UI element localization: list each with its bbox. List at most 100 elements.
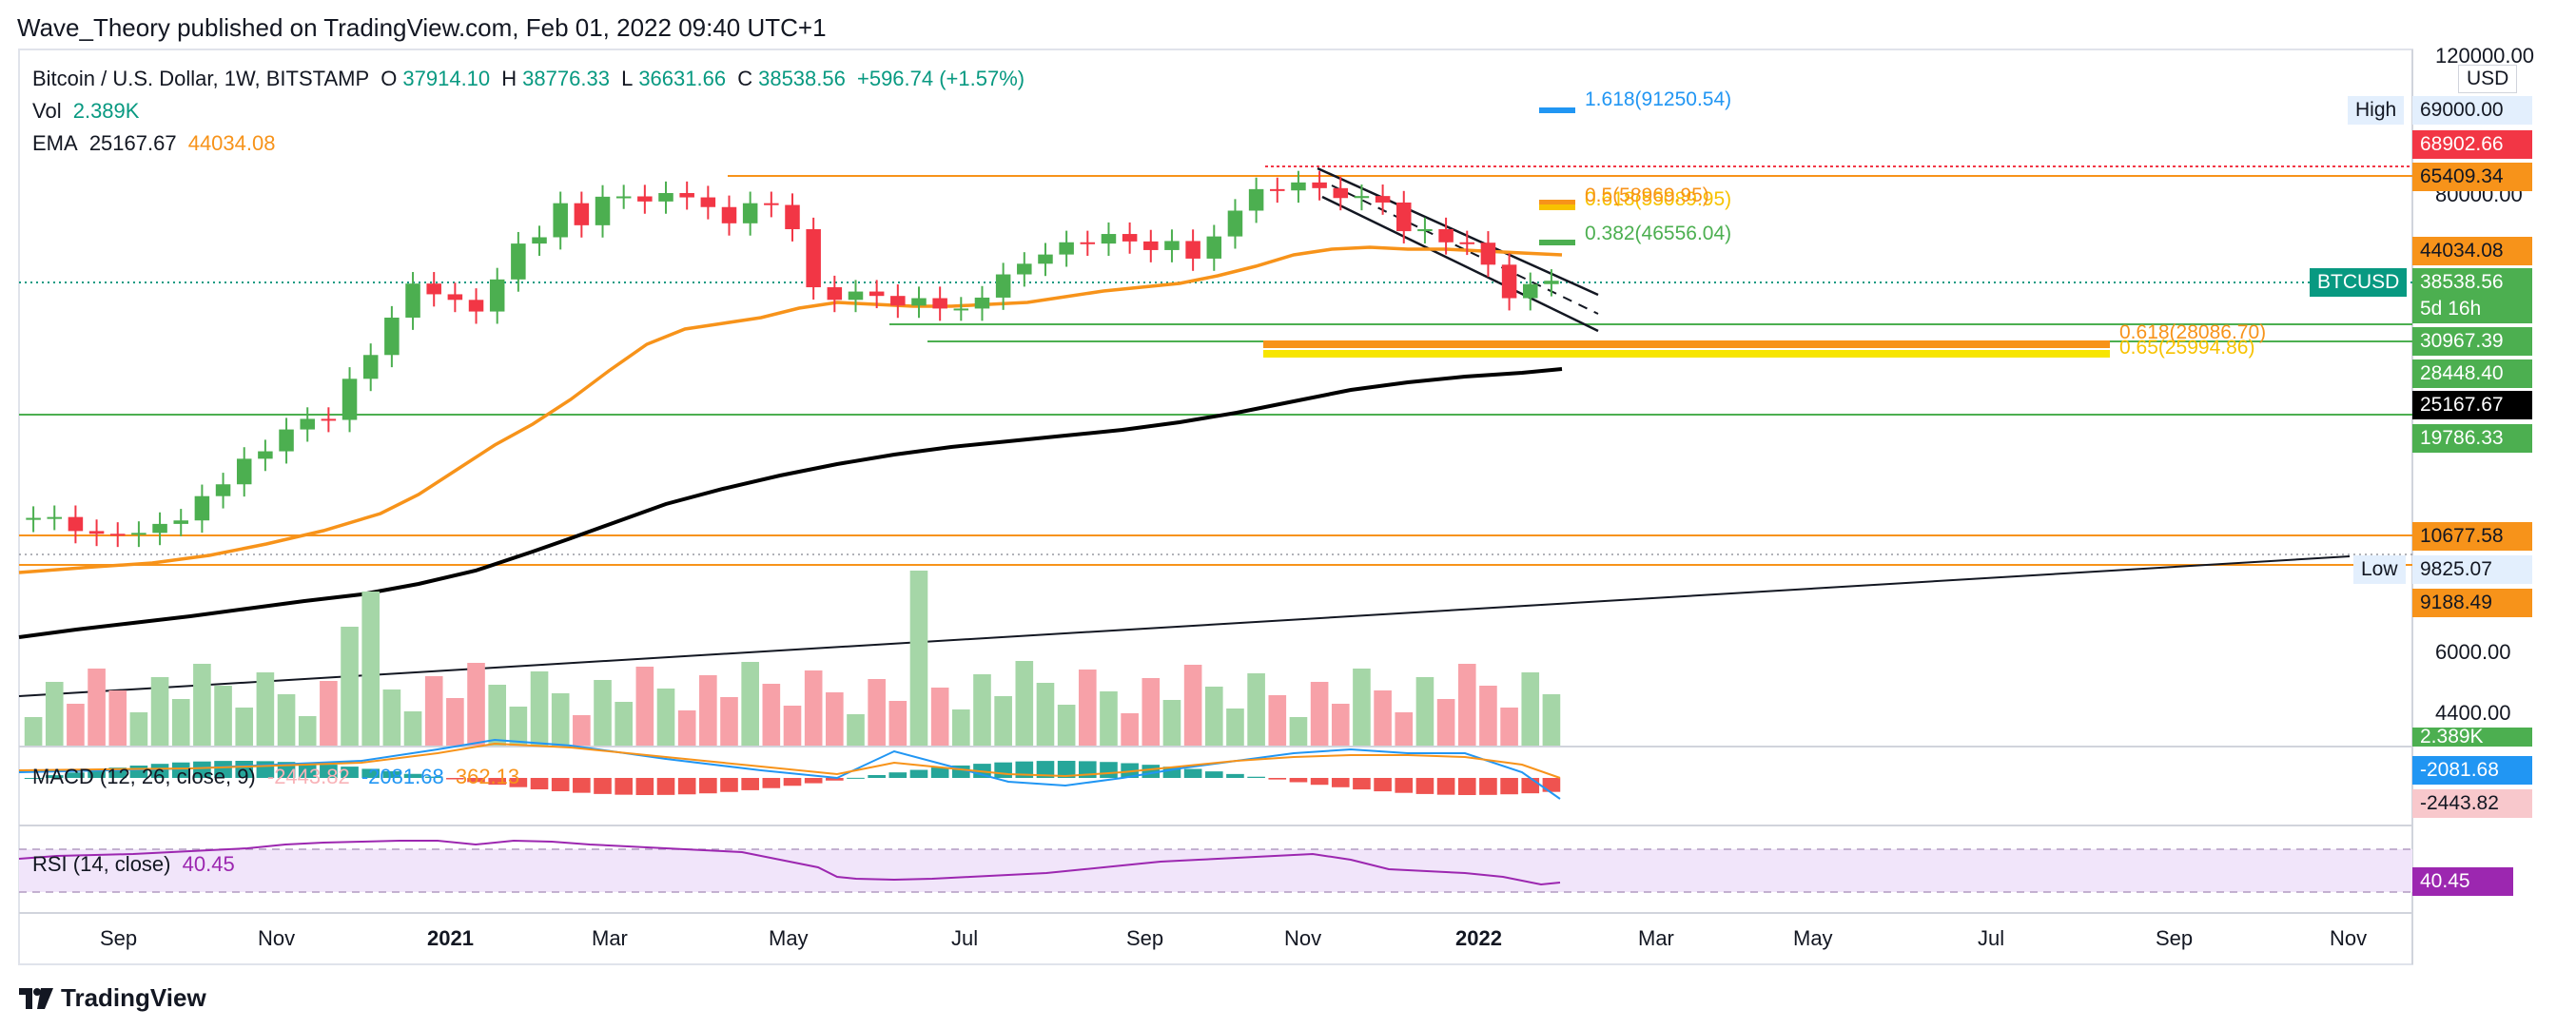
volume-bar [1331, 704, 1350, 746]
volume-bar [1457, 664, 1476, 746]
ema-value-fast: 44034.08 [187, 131, 276, 155]
volume-bar [826, 692, 844, 746]
candle-body [679, 192, 694, 198]
low-value: 9825.07 [2412, 555, 2532, 584]
candle-body [1354, 196, 1370, 199]
volume-bar [720, 697, 738, 746]
macd-bar [320, 765, 338, 778]
fib-zone-yellow [1263, 350, 2110, 358]
macd-bar [1310, 778, 1329, 786]
macd-bar [1542, 778, 1561, 792]
candle-body [848, 291, 864, 301]
volume-bar [1183, 665, 1202, 746]
candle-body [321, 418, 337, 421]
tradingview-brand[interactable]: TradingView [19, 983, 206, 1013]
volume-bar [361, 592, 381, 746]
volume-bar [446, 698, 464, 746]
brand-name: TradingView [61, 983, 206, 1012]
volume-bar [1310, 682, 1329, 746]
macd-legend[interactable]: MACD (12, 26, close, 9) -2443.82 -2081.6… [32, 765, 525, 789]
macd-bar [594, 778, 612, 794]
volume-bar [783, 706, 802, 746]
volume-legend[interactable]: Vol 2.389K [32, 99, 145, 124]
macd-bar [403, 773, 422, 778]
volume-bar [1268, 695, 1287, 746]
macd-bar [467, 778, 485, 783]
volume-bar [1015, 661, 1034, 746]
macd-bar [656, 778, 675, 795]
candle-body [1185, 241, 1200, 259]
volume-bar [1036, 683, 1055, 746]
time-tick: Nov [2330, 926, 2367, 950]
volume-bar [635, 667, 654, 746]
volume-bar [847, 714, 865, 746]
macd-bar [108, 767, 127, 778]
macd-bar [1247, 776, 1265, 778]
volume-bar [994, 696, 1012, 746]
volume-bar [424, 676, 443, 746]
badge-volume: 2.389K [2412, 728, 2532, 747]
macd-bar [1415, 778, 1434, 794]
current-price: 38538.56 [2412, 268, 2532, 297]
candle-body [511, 243, 526, 280]
chart-frame [18, 49, 2413, 965]
volume-bar [677, 710, 696, 746]
macd-bar [341, 767, 359, 778]
macd-bar [361, 768, 381, 778]
macd-bar [1374, 778, 1392, 792]
currency-label[interactable]: USD [2458, 65, 2518, 93]
candle-body [721, 206, 737, 223]
rsi-line [18, 839, 1561, 886]
ema-legend[interactable]: EMA 25167.67 44034.08 [32, 131, 281, 156]
volume-bar [530, 671, 549, 746]
macd-bar [868, 774, 886, 778]
badge-macd-hist: -2443.82 [2412, 789, 2532, 818]
badge-25167: 25167.67 [2412, 391, 2532, 419]
macd-bar [509, 778, 528, 787]
channel-lower [1321, 195, 1599, 333]
macd-bar [530, 778, 549, 789]
volume-bar [382, 689, 401, 746]
candles [26, 170, 1559, 548]
symbol-legend[interactable]: Bitcoin / U.S. Dollar, 1W, BITSTAMP O 379… [32, 67, 1030, 91]
macd-bar [909, 769, 928, 778]
candle-body [152, 523, 167, 534]
badge-19786: 19786.33 [2412, 424, 2532, 453]
macd-bar [1183, 768, 1202, 778]
volume-bar [1415, 677, 1434, 746]
candle-body [1164, 241, 1180, 250]
candle-body [806, 228, 821, 288]
volume-bar [320, 681, 338, 746]
candle-body [426, 283, 441, 295]
macd-bar [720, 778, 738, 792]
candle-body [1375, 196, 1391, 203]
volume-bar [1436, 699, 1455, 746]
macd-bar [1521, 778, 1540, 794]
volume-bar [467, 663, 485, 746]
candle-body [405, 283, 420, 318]
volume-bar [235, 708, 254, 746]
macd-bar [615, 778, 633, 795]
candle-body [279, 429, 294, 452]
rsi-legend[interactable]: RSI (14, close) 40.45 [32, 852, 241, 877]
volume-bars [24, 571, 1561, 746]
volume-bar [1226, 709, 1244, 746]
channel-upper [1317, 166, 1599, 297]
macd-bar [551, 778, 570, 791]
candle-body [1501, 264, 1517, 299]
volume-bar [888, 701, 907, 746]
volume-bar [214, 686, 232, 746]
candle-body [595, 196, 611, 225]
volume-bar [488, 685, 507, 746]
candle-body [1417, 228, 1433, 232]
volume-bar [868, 679, 886, 746]
ema-slow-line [18, 367, 1563, 639]
ohlc-open: 37914.10 [402, 67, 491, 90]
macd-bar [424, 776, 443, 778]
candle-body [637, 196, 653, 202]
time-tick: Sep [1126, 926, 1163, 950]
volume-bar [1204, 687, 1223, 746]
volume-bar [594, 680, 612, 746]
candle-body [1291, 182, 1306, 191]
